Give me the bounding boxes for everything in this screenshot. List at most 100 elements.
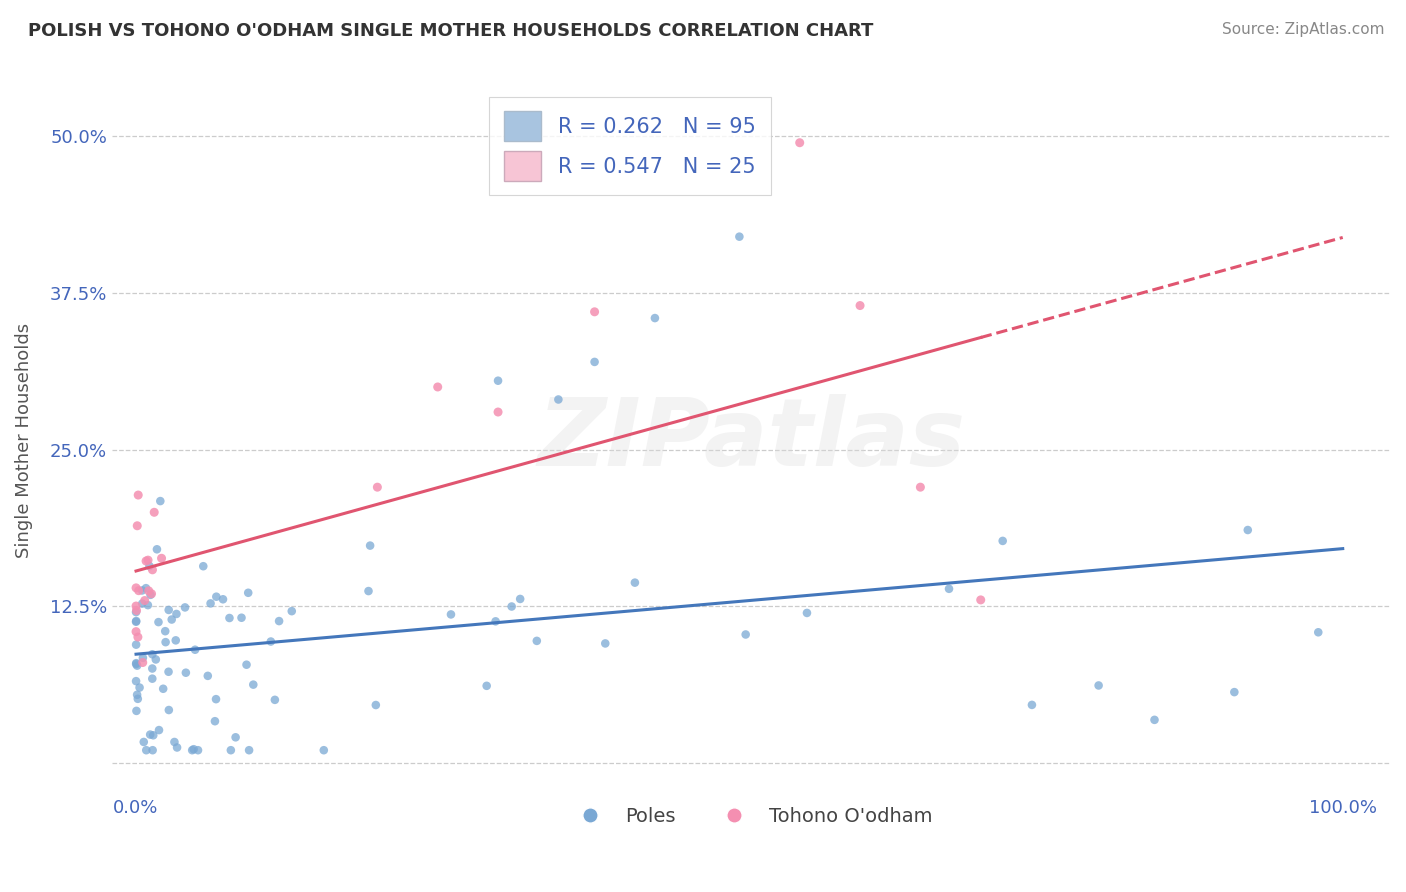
Point <box>1308 625 1330 640</box>
Point <box>160 613 183 627</box>
Point <box>624 575 647 590</box>
Point <box>197 669 219 683</box>
Point <box>132 656 155 670</box>
Point <box>849 299 872 313</box>
Point <box>583 305 606 319</box>
Point <box>150 551 173 566</box>
Point <box>238 743 260 757</box>
Point <box>183 742 205 756</box>
Point <box>142 743 165 757</box>
Point <box>131 583 153 598</box>
Point <box>366 480 388 494</box>
Point <box>970 593 993 607</box>
Point <box>484 615 506 629</box>
Point <box>152 681 174 696</box>
Point <box>281 604 304 618</box>
Point <box>143 505 166 519</box>
Point <box>135 581 157 595</box>
Point <box>146 542 169 557</box>
Point <box>235 657 257 672</box>
Point <box>264 693 287 707</box>
Point <box>212 592 235 607</box>
Point <box>135 554 157 568</box>
Point <box>789 136 811 150</box>
Point <box>486 374 509 388</box>
Point <box>141 587 163 601</box>
Point <box>205 590 228 604</box>
Point <box>1236 523 1258 537</box>
Point <box>200 596 222 610</box>
Point <box>357 584 380 599</box>
Point <box>141 661 163 675</box>
Point <box>163 735 186 749</box>
Point <box>225 731 247 745</box>
Point <box>1223 685 1246 699</box>
Point <box>155 624 177 639</box>
Point <box>991 533 1014 548</box>
Point <box>125 657 148 671</box>
Point <box>644 311 666 326</box>
Point <box>127 488 149 502</box>
Point <box>148 723 170 737</box>
Point <box>125 656 148 670</box>
Point <box>174 665 197 680</box>
Point <box>125 581 148 595</box>
Point <box>796 606 818 620</box>
Point <box>134 593 156 607</box>
Point <box>181 743 204 757</box>
Point <box>205 692 228 706</box>
Point <box>260 634 283 648</box>
Point <box>136 598 159 612</box>
Point <box>141 647 163 661</box>
Point <box>728 229 751 244</box>
Point <box>193 559 215 574</box>
Point <box>165 633 187 648</box>
Y-axis label: Single Mother Households: Single Mother Households <box>15 323 32 558</box>
Point <box>125 615 148 629</box>
Point <box>547 392 569 407</box>
Text: POLISH VS TOHONO O'ODHAM SINGLE MOTHER HOUSEHOLDS CORRELATION CHART: POLISH VS TOHONO O'ODHAM SINGLE MOTHER H… <box>28 22 873 40</box>
Point <box>475 679 498 693</box>
Point <box>155 635 177 649</box>
Point <box>128 583 150 598</box>
Point <box>204 714 226 729</box>
Point <box>157 603 180 617</box>
Point <box>187 743 209 757</box>
Point <box>127 691 149 706</box>
Point <box>184 642 207 657</box>
Point <box>157 703 180 717</box>
Point <box>910 480 932 494</box>
Point <box>132 650 155 665</box>
Point <box>125 599 148 613</box>
Point <box>127 518 149 533</box>
Point <box>1021 698 1043 712</box>
Point <box>312 743 335 757</box>
Point <box>125 674 148 689</box>
Point <box>267 614 290 628</box>
Text: Source: ZipAtlas.com: Source: ZipAtlas.com <box>1222 22 1385 37</box>
Point <box>139 588 162 602</box>
Point <box>142 728 165 742</box>
Point <box>125 614 148 628</box>
Point <box>509 591 531 606</box>
Point <box>127 630 149 644</box>
Point <box>426 380 449 394</box>
Point <box>132 735 155 749</box>
Point <box>125 624 148 639</box>
Point <box>166 607 188 621</box>
Point <box>583 355 606 369</box>
Point <box>125 603 148 617</box>
Point <box>149 494 172 508</box>
Point <box>486 405 509 419</box>
Point <box>135 743 157 757</box>
Point <box>231 611 253 625</box>
Point <box>359 539 381 553</box>
Point <box>131 597 153 611</box>
Point <box>219 743 242 757</box>
Point <box>148 615 170 629</box>
Text: ZIPatlas: ZIPatlas <box>537 394 966 486</box>
Point <box>734 627 756 641</box>
Point <box>125 605 148 619</box>
Point <box>938 582 960 596</box>
Point <box>238 586 260 600</box>
